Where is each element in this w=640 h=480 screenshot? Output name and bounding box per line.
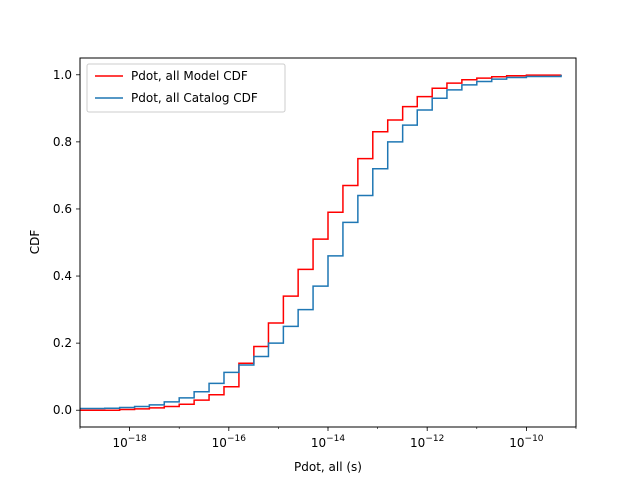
y-tick-label: 0.8 (53, 135, 72, 149)
x-axis-label: Pdot, all (s) (294, 460, 362, 474)
legend-label-model: Pdot, all Model CDF (131, 69, 248, 83)
y-tick-label: 1.0 (53, 68, 72, 82)
legend: Pdot, all Model CDF Pdot, all Catalog CD… (86, 63, 286, 113)
y-tick-label: 0.6 (53, 202, 72, 216)
legend-box (86, 63, 286, 113)
y-axis-label: CDF (28, 230, 42, 255)
x-tick-label: 10−10 (509, 434, 544, 450)
x-tick-label: 10−12 (410, 434, 444, 450)
x-tick-label: 10−14 (311, 434, 346, 450)
y-tick-label: 0.2 (53, 336, 72, 350)
series-line-catalog (80, 74, 562, 410)
x-tick-label: 10−16 (212, 434, 247, 450)
series-line-model (80, 74, 562, 411)
y-tick-label: 0.0 (53, 403, 72, 417)
plot-layer (80, 74, 562, 411)
y-axis-ticks: 0.0 0.2 0.4 0.6 0.8 1.0 (53, 68, 80, 417)
legend-label-catalog: Pdot, all Catalog CDF (131, 91, 258, 105)
x-axis-ticks: 10−18 10−16 10−14 10−12 10−10 (79, 427, 577, 450)
y-tick-label: 0.4 (53, 269, 72, 283)
x-tick-label: 10−18 (112, 434, 147, 450)
